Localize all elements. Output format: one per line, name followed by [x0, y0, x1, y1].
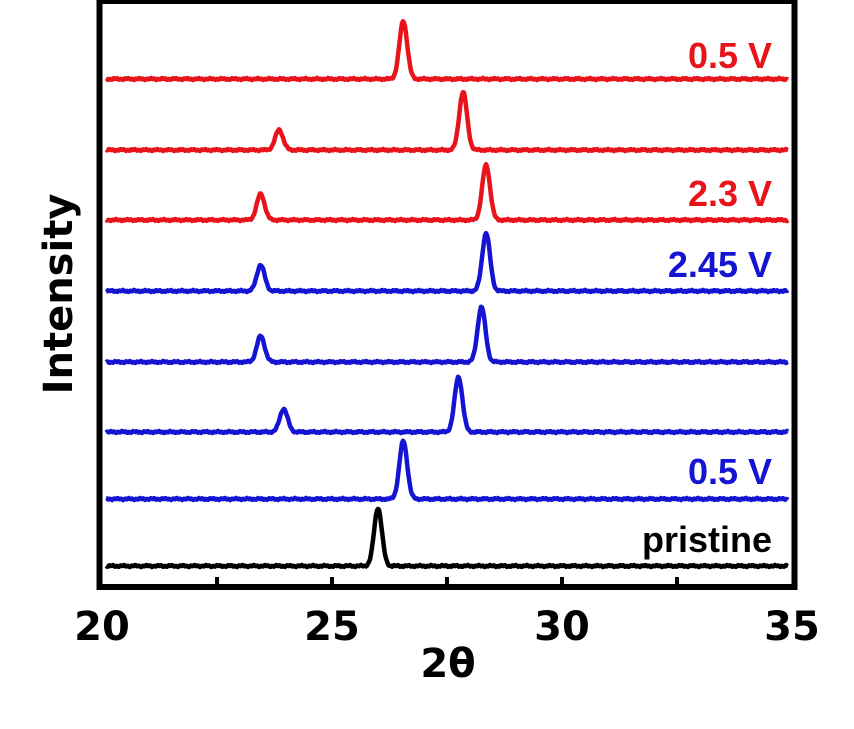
- series-label-4: 2.45 V: [668, 244, 772, 285]
- x-tick-label-20: 20: [74, 604, 130, 650]
- curves-layer: [104, 19, 790, 570]
- xrd-curve-8: [104, 506, 790, 570]
- series-label-1: 0.5 V: [688, 35, 772, 76]
- y-axis-title: Intensity: [36, 194, 82, 395]
- plot-frame: [96, 0, 798, 590]
- x-tick-label-25: 25: [304, 604, 360, 650]
- series-labels-layer: 0.5 V 2.3 V 2.45 V 0.5 V pristine: [642, 35, 772, 560]
- x-tick-label-35: 35: [764, 604, 820, 650]
- xrd-curve-3: [104, 161, 790, 224]
- series-label-7: 0.5 V: [688, 451, 772, 492]
- xrd-curve-6: [104, 374, 790, 436]
- x-axis-tick-labels: 20 25 30 35: [74, 604, 820, 650]
- x-axis-minor-ticks: [215, 577, 679, 586]
- xrd-curve-2: [104, 89, 790, 154]
- series-label-3: 2.3 V: [688, 173, 772, 214]
- xrd-curve-1: [104, 19, 790, 83]
- x-tick-label-30: 30: [534, 604, 590, 650]
- series-label-8: pristine: [642, 519, 772, 560]
- xrd-curve-5: [104, 304, 790, 366]
- x-axis-title: 2θ: [420, 641, 475, 687]
- xrd-curve-4: [104, 230, 790, 295]
- xrd-curve-7: [104, 438, 790, 503]
